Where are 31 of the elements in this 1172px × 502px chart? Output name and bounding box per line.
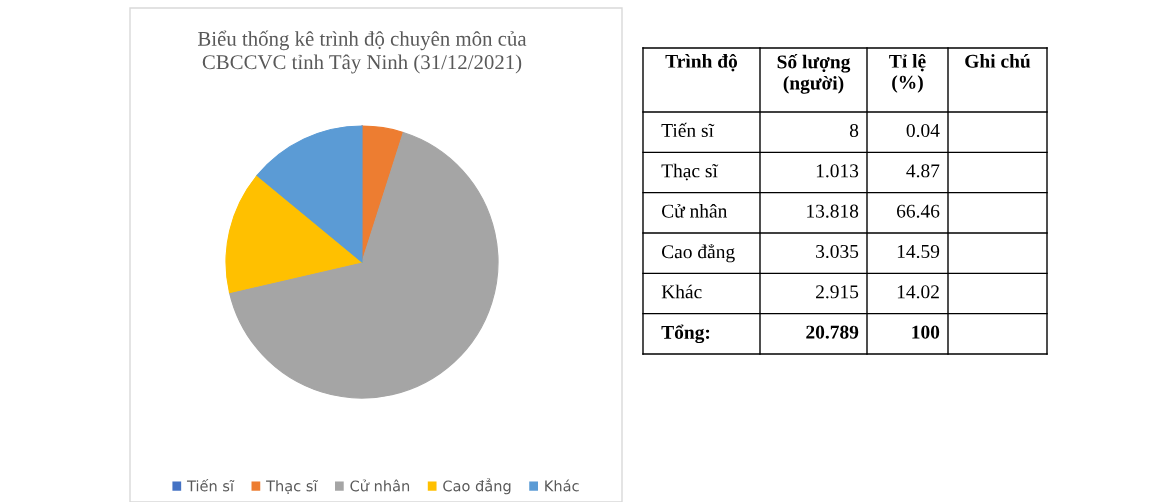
text: 8 [849,123,859,138]
legend-label: Cao đẳng [443,478,511,495]
category-label: Tiến sĩ [661,122,715,138]
text: 14.02 [897,285,939,299]
legend-label: Khác [545,479,579,492]
category-label: Cao đẳng [661,244,735,263]
text: 20.789 [806,325,859,339]
pie-slice [225,174,363,294]
category-label: Tỉ lệ (%) [889,53,926,93]
text: 3.035 [816,244,859,259]
text: 4.87 [906,164,940,178]
text: 100 [912,325,940,339]
pie-slice [228,131,499,399]
text: 66.46 [897,204,940,218]
text: 14.59 [897,244,940,259]
category-label: Khác [661,284,702,299]
category-label: Cử nhân [661,203,728,218]
legend-label: Tiến sĩ [186,478,235,492]
pie-slice [256,125,363,263]
legend-label: Thạc sĩ [266,479,318,494]
legend-label: Cử nhân [350,479,410,492]
text: 13.818 [807,204,859,218]
category-label: Ghi chú [965,54,1031,68]
text: 0.04 [906,123,940,138]
chart-title: Biểu thống kê trình độ chuyên môn của CBCCVC tỉnh Tây Ninh (31/12/2021) [197,30,527,74]
category-label: Số lượng (người) [777,54,851,94]
text: 1.013 [816,164,859,178]
category-label: Thạc sĩ [661,163,719,181]
category-label: Trình độ [665,53,738,72]
text: 2.915 [816,285,859,299]
category-label: Tổng: [661,324,710,344]
